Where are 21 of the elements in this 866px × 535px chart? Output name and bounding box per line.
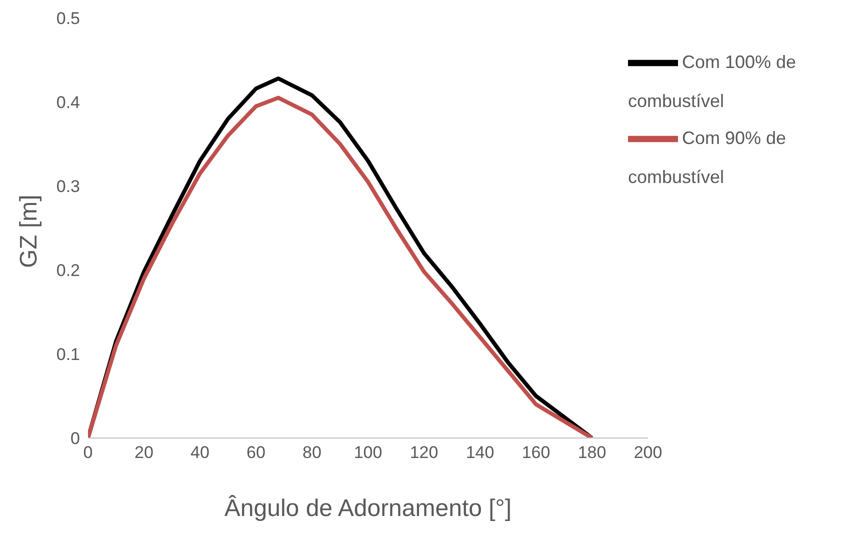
y-tick-label: 0.4 xyxy=(56,93,80,112)
x-tick-label: 120 xyxy=(410,443,438,462)
legend-label: Com 100% de combustível xyxy=(628,52,796,111)
x-tick-label: 180 xyxy=(578,443,606,462)
y-axis-title: GZ [m] xyxy=(16,194,43,268)
x-tick-label: 20 xyxy=(134,443,154,462)
x-tick-label: 200 xyxy=(634,443,662,462)
x-tick-label: 0 xyxy=(83,443,93,462)
x-axis-title: Ângulo de Adornamento [°] xyxy=(224,495,512,522)
x-tick-label: 140 xyxy=(466,443,494,462)
x-tick-label: 160 xyxy=(522,443,550,462)
y-tick-label: 0 xyxy=(70,429,80,448)
x-tick-label: 80 xyxy=(302,443,322,462)
x-tick-label: 60 xyxy=(246,443,266,462)
x-tick-label: 40 xyxy=(190,443,210,462)
y-tick-label: 0.1 xyxy=(56,345,80,364)
x-tick-label: 100 xyxy=(354,443,382,462)
legend-label: Com 90% de combustível xyxy=(628,128,786,187)
y-tick-label: 0.3 xyxy=(56,177,80,196)
y-tick-label: 0.2 xyxy=(56,261,80,280)
y-tick-label: 0.5 xyxy=(56,9,80,28)
